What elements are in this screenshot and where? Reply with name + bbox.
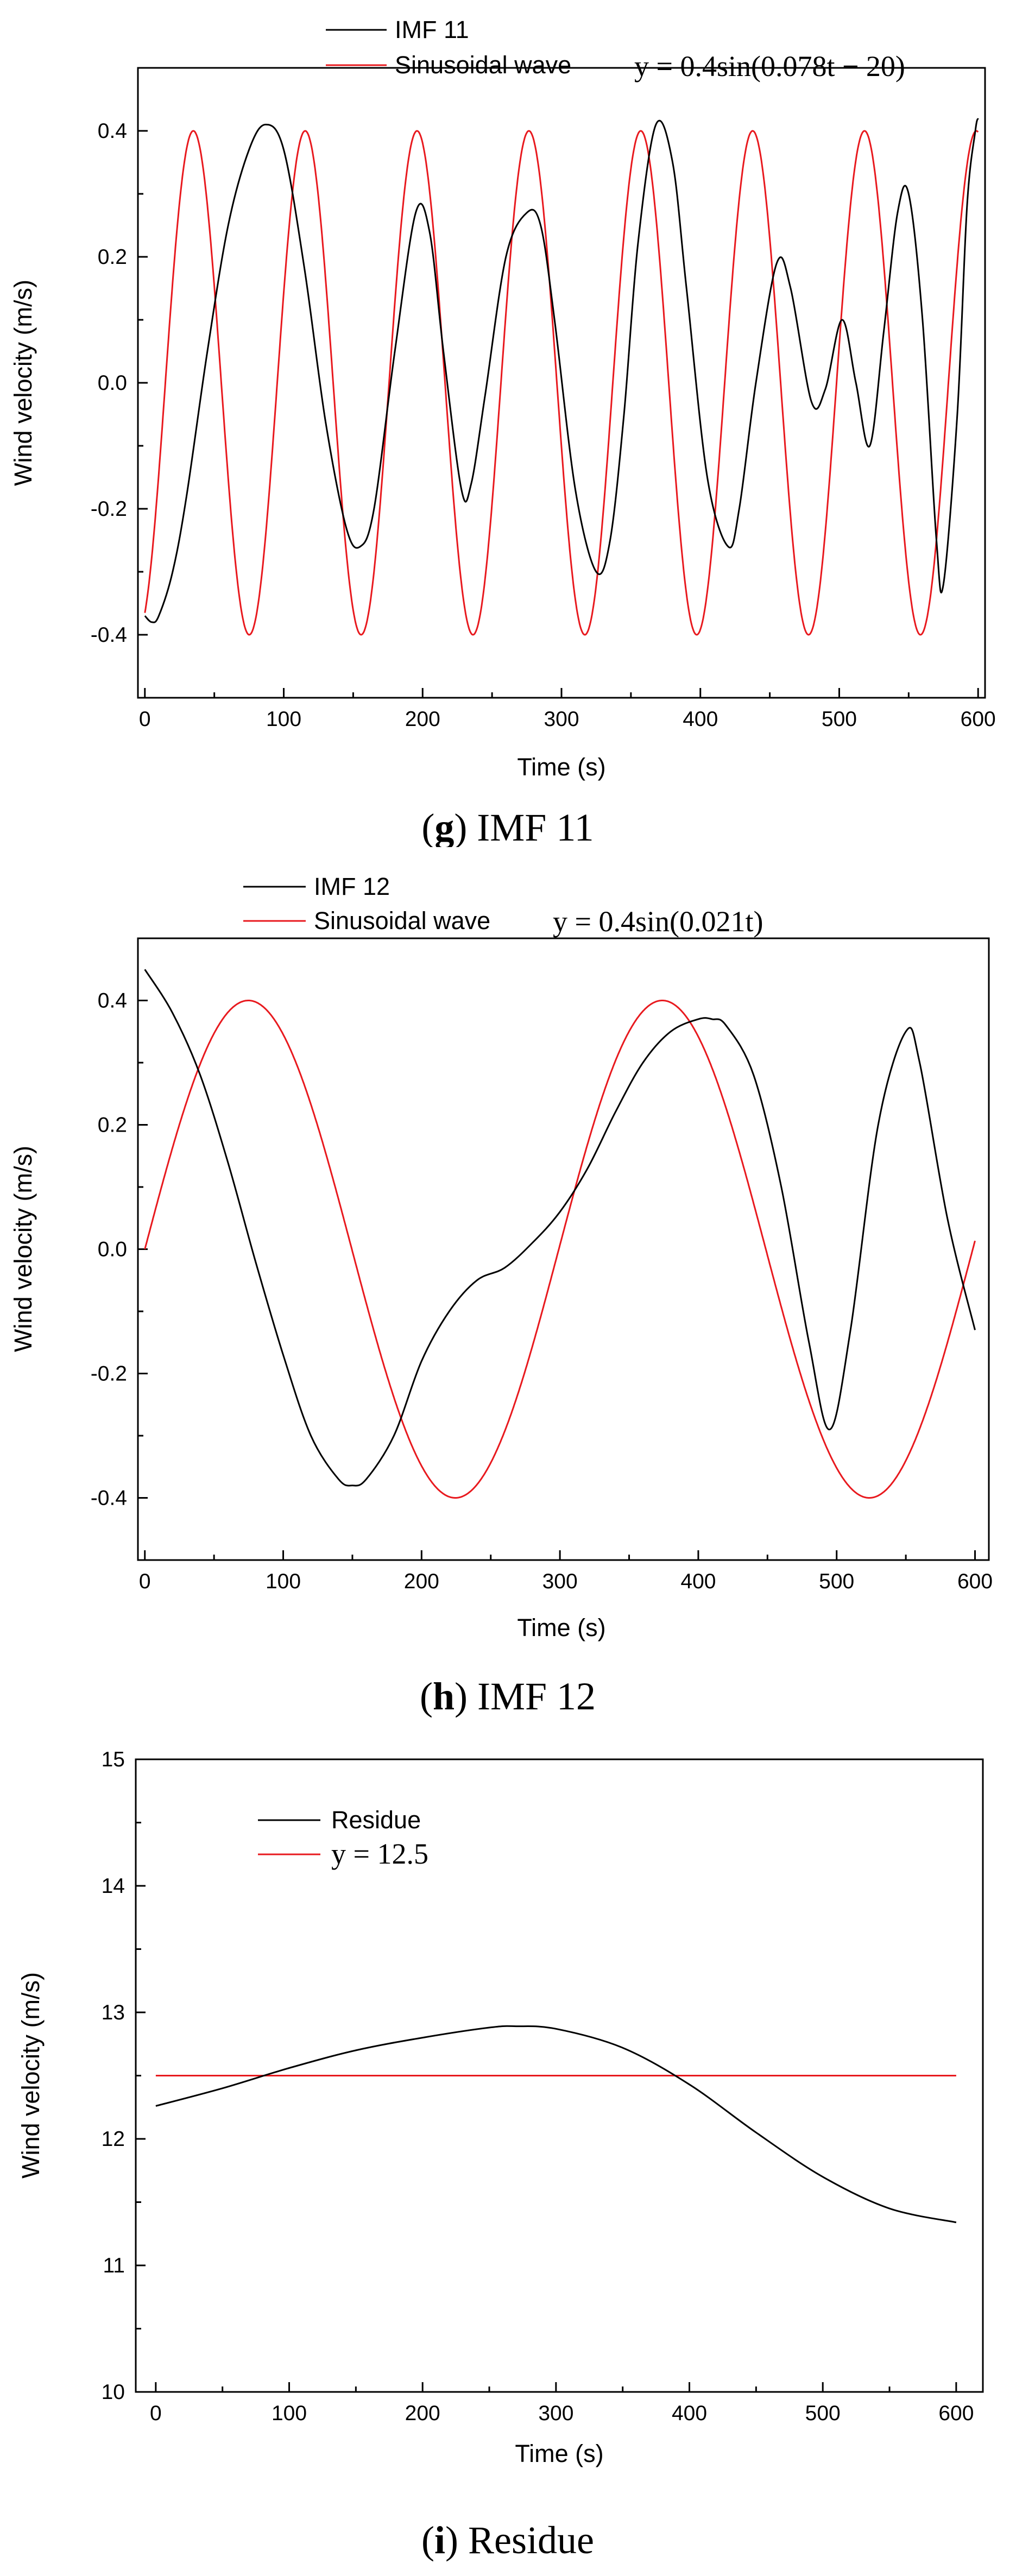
legend-equation: y = 12.5 (331, 1838, 428, 1870)
x-tick-label: 600 (938, 2402, 974, 2425)
y-tick-label: -0.2 (91, 497, 127, 521)
x-tick-label: 0 (139, 1570, 151, 1593)
y-tick-label: -0.4 (91, 1487, 127, 1510)
x-tick-label: 100 (266, 708, 301, 731)
chart-imf-11: IMF 11 Sinusoidal wave y = 0.4sin(0.078t… (9, 16, 996, 847)
y-tick-label: 14 (102, 1874, 125, 1898)
plot-area: 0 100 200 300 400 500 600 10 11 12 13 14 15 (102, 1748, 984, 2425)
legend-label-sine: Sinusoidal wave (395, 51, 571, 79)
caption-letter: g (434, 806, 454, 847)
x-axis-label: Time (s) (517, 1614, 605, 1641)
y-tick-label: -0.4 (91, 623, 127, 647)
caption-text: Residue (458, 2518, 594, 2562)
legend: IMF 11 Sinusoidal wave y = 0.4sin(0.078t… (326, 16, 905, 83)
x-tick-label: 600 (961, 708, 996, 731)
x-tick-label: 500 (822, 708, 857, 731)
y-tick-label: -0.2 (91, 1362, 127, 1386)
x-tick-label: 500 (819, 1570, 854, 1593)
legend: Residue y = 12.5 (258, 1806, 428, 1870)
x-tick-label: 500 (805, 2402, 841, 2425)
x-tick-label: 400 (672, 2402, 707, 2425)
x-tick-label: 200 (404, 1570, 439, 1593)
caption-open: ( (420, 1675, 433, 1718)
caption-letter: h (433, 1675, 455, 1718)
series-lines (144, 118, 979, 636)
y-tick-label: 0.0 (98, 371, 127, 395)
plot-frame (137, 67, 986, 699)
x-tick-label: 100 (272, 2402, 307, 2425)
y-axis-label: Wind velocity (m/s) (9, 280, 37, 486)
legend-label-imf: IMF 11 (395, 16, 469, 43)
caption-open: ( (421, 806, 434, 847)
plot-area: 0 100 200 300 400 500 600 -0.4 -0.2 0.0 0.2 0.4 (91, 67, 996, 731)
caption-text: IMF 12 (468, 1675, 596, 1718)
y-tick-label: 0.4 (98, 119, 127, 143)
series-sinusoidal-wave (144, 130, 979, 636)
series-sinusoidal-wave (144, 1000, 976, 1499)
y-tick-label: 13 (102, 2001, 125, 2024)
plot-area: 0 100 200 300 400 500 600 -0.4 -0.2 0.0 0.2 0.4 (91, 937, 993, 1593)
legend-label-residue: Residue (331, 1806, 421, 1834)
y-tick-label: 0.0 (98, 1238, 127, 1261)
series-residue (155, 2025, 957, 2224)
plot-frame (135, 1758, 984, 2393)
panel-caption: (g) IMF 11 (421, 806, 594, 847)
series-imf-11 (144, 118, 979, 623)
x-tick-label: 400 (683, 708, 718, 731)
chart-residue: 0 100 200 300 400 500 600 10 11 12 13 14 15 Residue … (17, 1748, 984, 2562)
series-imf-12 (144, 969, 976, 1487)
caption-close: ) (454, 806, 467, 847)
axis-ticks: 0 100 200 300 400 500 600 -0.4 -0.2 0.0 0.2 0.4 (91, 67, 996, 731)
x-tick-label: 0 (150, 2402, 162, 2425)
caption-letter: i (434, 2518, 445, 2562)
y-tick-label: 12 (102, 2127, 125, 2151)
y-axis-label: Wind velocity (m/s) (9, 1146, 37, 1352)
series-lines (155, 2025, 957, 2224)
chart-imf-12: IMF 12 Sinusoidal wave y = 0.4sin(0.021t… (9, 873, 993, 1718)
caption-close: ) (445, 2518, 458, 2562)
axis-ticks: 0 100 200 300 400 500 600 -0.4 -0.2 0.0 0.2 0.4 (91, 937, 993, 1593)
x-tick-label: 600 (957, 1570, 993, 1593)
x-axis-label: Time (s) (517, 753, 605, 781)
y-axis-label: Wind velocity (m/s) (17, 1972, 45, 2179)
x-tick-label: 200 (405, 708, 440, 731)
caption-text: IMF 11 (467, 806, 594, 847)
y-tick-label: 10 (102, 2381, 125, 2404)
y-tick-label: 15 (102, 1748, 125, 1771)
caption-open: ( (421, 2518, 434, 2562)
y-tick-label: 0.2 (98, 245, 127, 269)
legend-label-imf: IMF 12 (314, 873, 390, 900)
panel-caption: (i) Residue (421, 2518, 594, 2562)
x-tick-label: 300 (538, 2402, 573, 2425)
x-tick-label: 200 (405, 2402, 440, 2425)
x-tick-label: 0 (139, 708, 151, 731)
x-tick-label: 300 (544, 708, 579, 731)
y-tick-label: 0.2 (98, 1114, 127, 1137)
axis-ticks: 0 100 200 300 400 500 600 10 11 12 13 14 15 (102, 1748, 974, 2425)
series-lines (144, 969, 976, 1499)
legend: IMF 12 Sinusoidal wave y = 0.4sin(0.021t… (243, 873, 763, 938)
y-tick-label: 0.4 (98, 989, 127, 1013)
legend-label-sine: Sinusoidal wave (314, 907, 490, 935)
caption-close: ) (455, 1675, 468, 1718)
plot-frame (137, 937, 990, 1561)
y-tick-label: 11 (103, 2254, 125, 2277)
panel-caption: (h) IMF 12 (420, 1675, 596, 1718)
x-tick-label: 100 (266, 1570, 301, 1593)
legend-equation: y = 0.4sin(0.078t − 20) (634, 50, 905, 83)
legend-equation: y = 0.4sin(0.021t) (553, 905, 763, 938)
x-tick-label: 400 (680, 1570, 716, 1593)
x-tick-label: 300 (542, 1570, 578, 1593)
x-axis-label: Time (s) (515, 2440, 603, 2467)
